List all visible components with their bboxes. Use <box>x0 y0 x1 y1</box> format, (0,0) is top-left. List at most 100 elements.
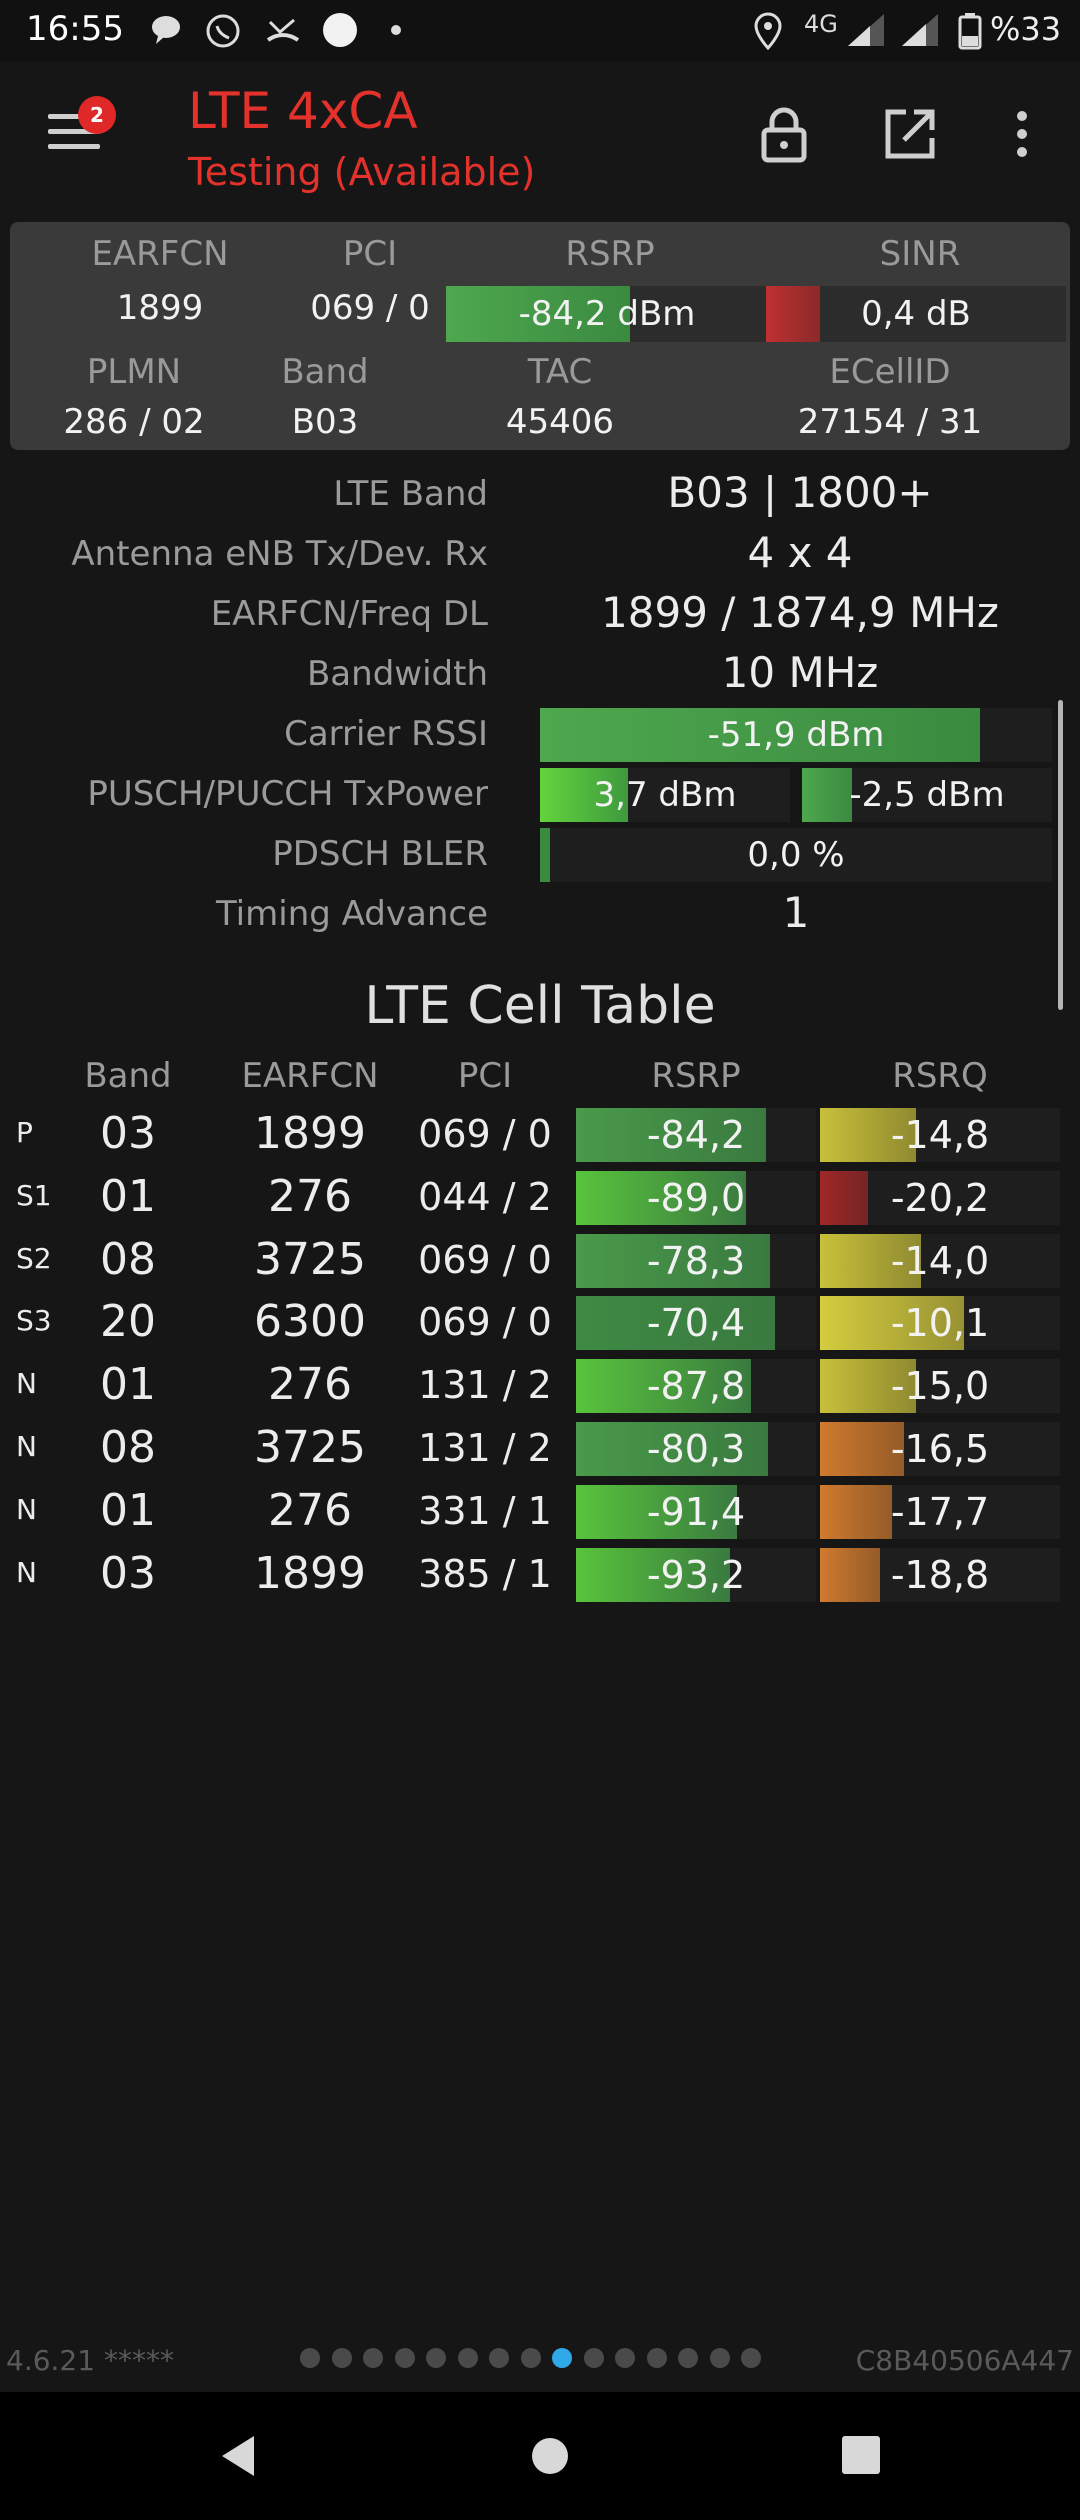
row-rsrp-value: -93,2 <box>646 1553 746 1597</box>
row-earfcn: 6300 <box>254 1296 366 1347</box>
row-rsrp-fill <box>576 1171 747 1225</box>
rsrp-bar: -84,2 dBm <box>446 286 768 342</box>
pucch-value: -2,5 dBm <box>849 775 1005 815</box>
dot-icon <box>391 25 401 35</box>
row-rsrp-bar: -89,0 <box>576 1171 816 1225</box>
page-dot[interactable] <box>363 2348 383 2368</box>
header-rsrp: RSRP <box>565 234 655 274</box>
row-rsrq-bar: -10,1 <box>820 1296 1060 1350</box>
table-row: S1 01 276 044 / 2 -89,0 -20,2 <box>0 1169 1080 1227</box>
row-rsrq-bar: -17,7 <box>820 1485 1060 1539</box>
battery-icon <box>958 13 982 50</box>
page-dot[interactable] <box>615 2348 635 2368</box>
value-bandwidth: 10 MHz <box>721 648 879 697</box>
pusch-value: 3,7 dBm <box>593 775 737 815</box>
row-earfcn: 276 <box>268 1485 352 1536</box>
row-rsrq-value: -10,1 <box>890 1301 990 1345</box>
bler-bar: 0,0 % <box>540 828 1052 882</box>
row-earfcn: 3725 <box>254 1234 366 1285</box>
page-dot[interactable] <box>457 2348 478 2368</box>
row-rsrq-fill <box>820 1548 880 1602</box>
row-rsrp-bar: -78,3 <box>576 1234 816 1288</box>
navigation-bar <box>0 2392 1080 2520</box>
label-freq: EARFCN/Freq DL <box>210 594 488 634</box>
table-row: S2 08 3725 069 / 0 -78,3 -14,0 <box>0 1232 1080 1290</box>
back-icon[interactable] <box>214 2432 262 2480</box>
row-band: 08 <box>100 1422 156 1473</box>
value-antenna: 4 x 4 <box>747 528 853 577</box>
value-lte-band: B03 | 1800+ <box>667 468 933 517</box>
row-rsrq-fill <box>820 1485 892 1539</box>
row-pci: 044 / 2 <box>418 1175 552 1219</box>
row-rsrq-bar: -14,0 <box>820 1234 1060 1288</box>
page-dot[interactable] <box>394 2348 415 2368</box>
page-dot[interactable] <box>520 2348 541 2368</box>
row-rsrp-bar: -84,2 <box>576 1108 816 1162</box>
col-pci: PCI <box>457 1056 513 1096</box>
rsrp-value: -84,2 dBm <box>518 294 696 334</box>
row-rsrq-value: -17,7 <box>890 1490 990 1534</box>
row-rsrq-bar: -14,8 <box>820 1108 1060 1162</box>
header-earfcn: EARFCN <box>91 234 229 274</box>
row-rsrq-fill <box>820 1359 916 1413</box>
row-type: N <box>16 1493 37 1526</box>
row-rsrq-fill <box>820 1422 904 1476</box>
app-version: 4.6.21 ***** <box>6 2344 174 2377</box>
missed-call-icon <box>266 18 300 42</box>
row-type: N <box>16 1430 37 1463</box>
page-dot[interactable] <box>489 2348 509 2368</box>
page-dot[interactable] <box>741 2348 761 2368</box>
row-rsrp-value: -87,8 <box>646 1364 746 1408</box>
battery-level: %33 <box>990 10 1062 48</box>
open-external-icon[interactable] <box>880 104 940 164</box>
value-tac: 45406 <box>505 402 615 442</box>
row-band: 08 <box>100 1234 156 1285</box>
row-rsrp-fill <box>576 1422 768 1476</box>
row-rsrp-bar: -93,2 <box>576 1548 816 1602</box>
recents-icon[interactable] <box>840 2434 882 2476</box>
row-type: S2 <box>16 1242 52 1275</box>
notification-badge: 2 <box>78 96 116 134</box>
col-earfcn: EARFCN <box>241 1056 379 1096</box>
col-rsrp: RSRP <box>651 1056 741 1096</box>
menu-icon[interactable] <box>48 114 100 154</box>
more-options-icon[interactable] <box>992 104 1052 164</box>
serving-cell-summary: EARFCN PCI RSRP SINR 1899 069 / 0 -84,2 … <box>10 222 1070 450</box>
row-rsrp-value: -89,0 <box>646 1176 746 1220</box>
row-rsrp-fill <box>576 1359 752 1413</box>
page-dot[interactable] <box>709 2348 730 2368</box>
value-timing-advance: 1 <box>782 888 810 937</box>
sinr-bar-fill <box>766 286 820 342</box>
page-dot[interactable] <box>331 2348 352 2368</box>
row-band: 01 <box>100 1171 156 1222</box>
home-icon[interactable] <box>528 2434 572 2478</box>
rssi-bar-fill <box>540 708 981 762</box>
label-rssi: Carrier RSSI <box>284 714 488 754</box>
page-dot[interactable] <box>426 2348 446 2368</box>
value-ecellid: 27154 / 31 <box>797 402 983 442</box>
row-earfcn: 1899 <box>254 1108 366 1159</box>
label-antenna: Antenna eNB Tx/Dev. Rx <box>71 534 488 574</box>
table-row: N 01 276 131 / 2 -87,8 -15,0 <box>0 1357 1080 1415</box>
label-bandwidth: Bandwidth <box>306 654 488 694</box>
row-rsrp-value: -78,3 <box>646 1239 746 1283</box>
value-pci: 069 / 0 <box>310 288 430 328</box>
row-rsrq-value: -14,0 <box>890 1239 990 1283</box>
app-title: LTE 4xCA <box>188 82 418 140</box>
page-dot[interactable] <box>678 2348 698 2368</box>
col-rsrq: RSRQ <box>892 1056 988 1096</box>
rssi-bar: -51,9 dBm <box>540 708 1052 762</box>
row-rsrq-fill <box>820 1108 916 1162</box>
page-dot[interactable] <box>552 2348 572 2368</box>
page-dot[interactable] <box>646 2348 667 2368</box>
row-rsrq-bar: -16,5 <box>820 1422 1060 1476</box>
row-band: 03 <box>100 1108 156 1159</box>
row-rsrq-value: -15,0 <box>890 1364 990 1408</box>
row-pci: 385 / 1 <box>418 1552 552 1596</box>
page-dot[interactable] <box>300 2348 320 2368</box>
page-dot[interactable] <box>583 2348 604 2368</box>
lock-icon[interactable] <box>754 104 814 164</box>
scrollbar[interactable] <box>1058 700 1063 1010</box>
pusch-bar-fill <box>540 768 628 822</box>
row-rsrp-bar: -87,8 <box>576 1359 816 1413</box>
